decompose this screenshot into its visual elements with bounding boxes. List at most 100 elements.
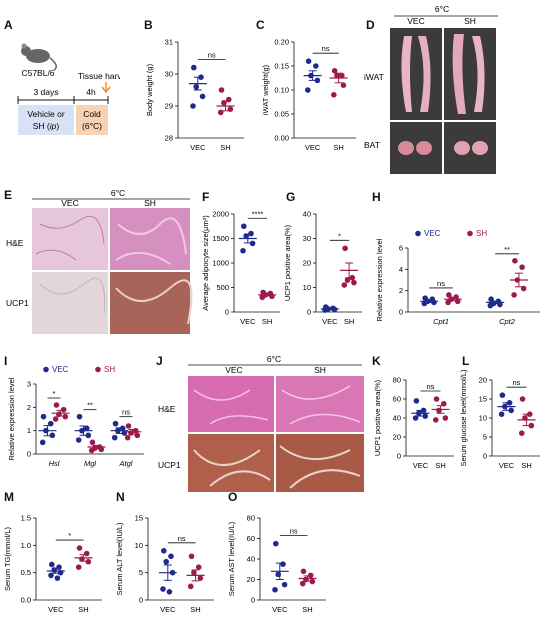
panel-e: E 6°C VEC SH H&E UCP1 <box>0 184 196 344</box>
point-sh <box>75 564 82 570</box>
point-sh <box>511 292 517 298</box>
y-tick-label: 0 <box>397 452 401 461</box>
histology-ucp1-sh <box>276 434 364 492</box>
vec-header: VEC <box>225 365 242 375</box>
significance-label: ns <box>513 378 521 387</box>
y-tick-label: 40 <box>393 414 401 423</box>
y-tick-label: 0.10 <box>274 86 289 95</box>
point-sh <box>342 245 348 252</box>
treatment-line2: SH ( <box>33 121 50 131</box>
histology-ucp1-vec <box>188 434 274 492</box>
point-sh <box>89 439 96 446</box>
point-vec <box>48 572 54 579</box>
x-tick-label: SH <box>190 605 200 614</box>
point-vec <box>249 240 256 247</box>
y-tick-label: 0 <box>27 450 31 459</box>
point-sh <box>440 400 447 407</box>
y-tick-label: 2000 <box>212 210 229 219</box>
y-tick-label: 15 <box>479 395 487 404</box>
temp-label: 6°C <box>111 188 125 198</box>
y-tick-label: 20 <box>479 376 487 385</box>
x-tick-label: VEC <box>48 605 64 614</box>
y-tick-label: 0 <box>225 308 229 317</box>
chart-cpt-expression: 0 2 4 6 Relative expression level Cpt1 ns Cpt2 *… <box>375 229 540 326</box>
legend-label-sh: SH <box>476 229 487 238</box>
svg-text:SH (ip): SH (ip) <box>33 121 60 131</box>
point-vec <box>83 425 90 432</box>
point-vec <box>191 64 197 71</box>
point-sh <box>331 68 338 74</box>
chart-lipolysis-expression: 0 1 2 3 Relative expression level Hsl * Mgl ** At… <box>7 365 144 468</box>
y-tick-label: 28 <box>165 134 173 143</box>
chart-ucp1-area: 0 10 20 30 40 UCP1 positive area(%) VEC SH * <box>284 210 362 326</box>
point-sh <box>52 416 59 422</box>
x-tick-label: VEC <box>499 461 515 470</box>
point-vec <box>166 589 173 595</box>
x-tick-label: SH <box>435 461 445 470</box>
panel-g-label: G <box>286 190 296 204</box>
harvest-arrow-icon <box>101 82 111 94</box>
x-tick-label: VEC <box>305 143 321 152</box>
y-tick-label: 10 <box>135 541 143 550</box>
x-tick-label: Atgl <box>119 459 133 468</box>
point-sh <box>62 413 69 420</box>
point-sh <box>53 402 60 408</box>
histology-ucp1-vec <box>32 272 108 334</box>
legend-marker-sh <box>95 366 101 373</box>
chart-bat-ucp1-area: 0 20 40 60 80 UCP1 positive area(%) VEC SH ns <box>373 376 454 470</box>
point-vec <box>498 411 505 417</box>
point-vec <box>40 413 47 420</box>
legend-marker-vec <box>43 366 49 373</box>
photo-iwat-sh <box>444 28 496 120</box>
point-vec <box>199 93 206 100</box>
point-sh <box>83 550 90 557</box>
point-sh <box>197 575 204 581</box>
ucp1-row-label: UCP1 <box>6 298 29 308</box>
point-vec <box>314 77 321 84</box>
point-vec <box>281 581 288 588</box>
vec-header: VEC <box>61 198 78 208</box>
sh-header: SH <box>464 16 476 26</box>
y-tick-label: 1500 <box>212 234 229 243</box>
bat-row-label: BAT <box>364 140 380 150</box>
x-tick-label: Hsl <box>49 459 60 468</box>
x-tick-label: VEC <box>322 317 338 326</box>
y-tick-label: 1000 <box>212 259 229 268</box>
point-vec <box>161 548 167 554</box>
x-tick-label: SH <box>78 605 88 614</box>
y-tick-label: 6 <box>399 244 403 253</box>
point-sh <box>125 423 132 429</box>
panel-c-label: C <box>256 18 265 32</box>
y-tick-label: 10 <box>303 283 311 292</box>
panel-j: J 6°C VEC SH H&E UCP1 <box>150 350 370 500</box>
point-sh <box>432 417 439 423</box>
x-tick-label: VEC <box>160 605 176 614</box>
panel-a: A C57BL/6 3 days 4h Tissue harvest Vehic… <box>0 0 120 160</box>
significance-label: ns <box>208 51 216 60</box>
panel-m-label: M <box>4 490 14 504</box>
he-row-label: H&E <box>158 404 176 414</box>
chart-serum-ast: 0 20 40 60 80 Serum AST level(IU/L) VEC SH ns <box>227 514 326 614</box>
point-vec <box>240 247 246 254</box>
point-vec <box>190 103 196 109</box>
treatment-end: ) <box>56 121 59 131</box>
y-tick-label: 0.20 <box>274 38 289 47</box>
y-axis-label: Average adipocyte size(μm²) <box>201 215 210 311</box>
point-vec <box>422 413 428 419</box>
y-tick-label: 80 <box>247 514 255 523</box>
significance-label: ** <box>504 245 510 254</box>
panel-h-label: H <box>372 190 381 204</box>
point-vec <box>241 223 247 230</box>
point-sh <box>519 396 526 402</box>
y-axis-label: UCP1 positive area(%) <box>284 224 292 301</box>
point-sh <box>85 558 92 565</box>
y-axis-label: Relative expression level <box>375 238 384 321</box>
y-axis-label: Serum AST level(IU/L) <box>227 521 236 596</box>
photo-iwat-vec <box>390 28 442 120</box>
x-tick-label: SH <box>333 143 343 152</box>
legend-label-vec: VEC <box>424 229 441 238</box>
point-vec <box>488 296 494 302</box>
y-tick-label: 15 <box>135 514 143 523</box>
y-tick-label: 60 <box>393 395 401 404</box>
y-tick-label: 0.05 <box>274 110 289 119</box>
